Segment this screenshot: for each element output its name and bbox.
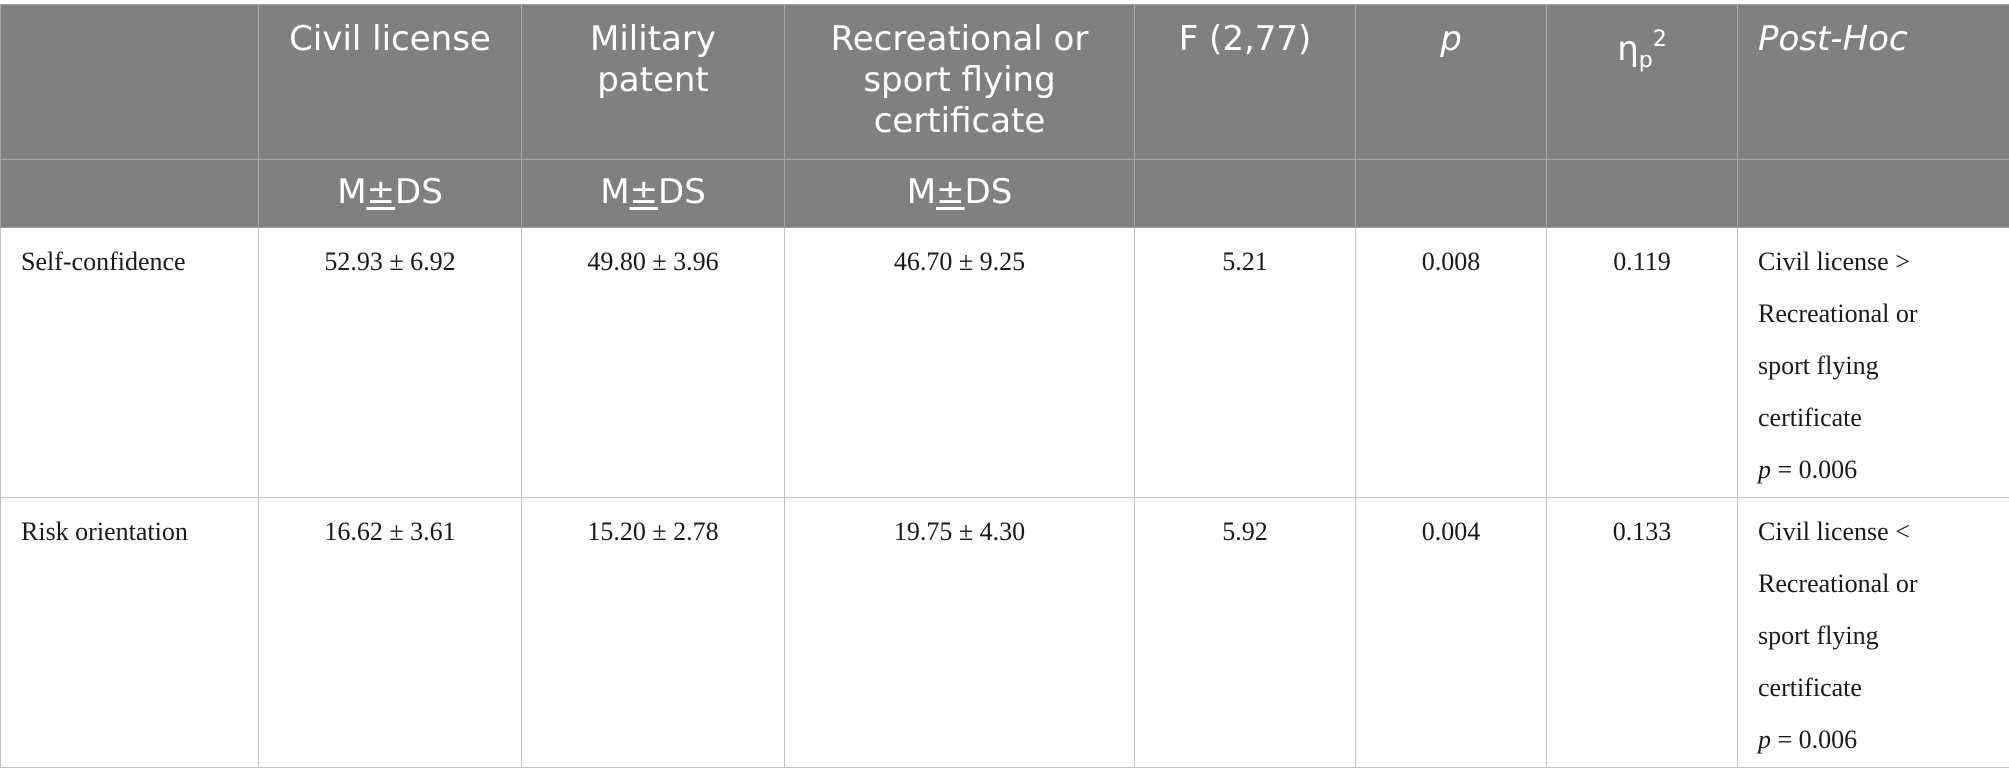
header-recreational-certificate: Recreational or sport flying certificate	[784, 4, 1135, 160]
row-label: Self-confidence	[0, 227, 259, 498]
cell-military: 15.20 ± 2.78	[521, 497, 785, 768]
header-post-hoc-text: Post-Hoc	[1758, 19, 1908, 59]
header-military-patent: Military patent	[521, 4, 785, 160]
table-row: Self-confidence 52.93 ± 6.92 49.80 ± 3.9…	[0, 227, 2009, 498]
subheader-row: M±DS M±DS M±DS	[0, 159, 2009, 228]
posthoc-line: Civil license >	[1758, 247, 1910, 276]
cell-eta: 0.133	[1546, 497, 1738, 768]
cell-civil: 16.62 ± 3.61	[258, 497, 522, 768]
header-p-value: p	[1355, 4, 1547, 160]
posthoc-p-label: p	[1758, 455, 1771, 484]
posthoc-p-label: p	[1758, 725, 1771, 754]
eta-symbol: η	[1617, 29, 1639, 69]
posthoc-line: certificate	[1758, 673, 1862, 702]
table-body: Self-confidence 52.93 ± 6.92 49.80 ± 3.9…	[0, 227, 2009, 768]
header-post-hoc: Post-Hoc	[1737, 4, 2009, 160]
posthoc-line: certificate	[1758, 403, 1862, 432]
eta-subscript: p	[1638, 48, 1653, 73]
header-row: Civil license Military patent Recreation…	[0, 4, 2009, 160]
posthoc-p-line: p = 0.006	[1758, 444, 2001, 496]
cell-f: 5.21	[1134, 227, 1356, 498]
cell-p: 0.004	[1355, 497, 1547, 768]
subheader-empty-eta	[1546, 159, 1738, 228]
header-f-statistic: F (2,77)	[1134, 4, 1356, 160]
posthoc-p-value: = 0.006	[1771, 725, 1858, 754]
cell-post-hoc: Civil license < Recreational or sport fl…	[1737, 497, 2009, 768]
subheader-empty-posthoc	[1737, 159, 2009, 228]
eta-superscript: 2	[1652, 27, 1667, 52]
posthoc-line: Civil license <	[1758, 517, 1910, 546]
subheader-civil-mds: M±DS	[258, 159, 522, 228]
cell-f: 5.92	[1134, 497, 1356, 768]
cell-p: 0.008	[1355, 227, 1547, 498]
header-eta-squared: ηp2	[1546, 4, 1738, 160]
cell-eta: 0.119	[1546, 227, 1738, 498]
posthoc-line: sport flying	[1758, 351, 1879, 380]
table-row: Risk orientation 16.62 ± 3.61 15.20 ± 2.…	[0, 497, 2009, 768]
subheader-military-mds: M±DS	[521, 159, 785, 228]
posthoc-line: sport flying	[1758, 621, 1879, 650]
posthoc-line: Recreational or	[1758, 299, 1918, 328]
subheader-recreational-mds: M±DS	[784, 159, 1135, 228]
header-p-text: p	[1440, 19, 1462, 59]
header-civil-license: Civil license	[258, 4, 522, 160]
results-table: Civil license Military patent Recreation…	[0, 4, 2009, 768]
cell-recreational: 19.75 ± 4.30	[784, 497, 1135, 768]
posthoc-line: Recreational or	[1758, 569, 1918, 598]
posthoc-p-line: p = 0.006	[1758, 714, 2001, 766]
subheader-empty	[0, 159, 259, 228]
cell-civil: 52.93 ± 6.92	[258, 227, 522, 498]
cell-military: 49.80 ± 3.96	[521, 227, 785, 498]
subheader-empty-p	[1355, 159, 1547, 228]
header-corner	[0, 4, 259, 160]
cell-post-hoc: Civil license > Recreational or sport fl…	[1737, 227, 2009, 498]
posthoc-p-value: = 0.006	[1771, 455, 1858, 484]
subheader-empty-f	[1134, 159, 1356, 228]
row-label: Risk orientation	[0, 497, 259, 768]
cell-recreational: 46.70 ± 9.25	[784, 227, 1135, 498]
table-header: Civil license Military patent Recreation…	[0, 4, 2009, 228]
